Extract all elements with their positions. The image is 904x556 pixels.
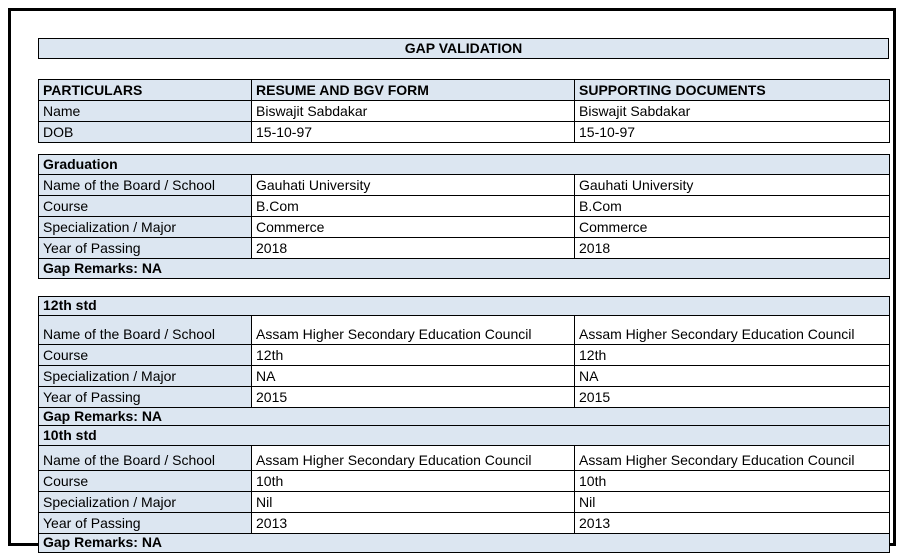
table-row: Name Biswajit Sabdakar Biswajit Sabdakar	[38, 100, 890, 122]
section-table-graduation: Graduation Name of the Board / School Ga…	[38, 154, 890, 279]
resume-value-specialization: NA	[251, 365, 575, 387]
page-border: GAP VALIDATION PARTICULARS RESUME AND BG…	[8, 8, 896, 553]
supporting-value-board: Gauhati University	[574, 174, 890, 196]
title-bar: GAP VALIDATION	[38, 38, 889, 59]
row-label-specialization: Specialization / Major	[38, 365, 252, 387]
section-table-12th-std: 12th std Name of the Board / School Assa…	[37, 296, 891, 427]
table-row: Year of Passing 2018 2018	[38, 237, 890, 259]
table-header-row: PARTICULARS RESUME AND BGV FORM SUPPORTI…	[38, 79, 890, 101]
resume-value-course: 10th	[251, 470, 575, 492]
table-row: Year of Passing 2015 2015	[38, 386, 891, 408]
supporting-value-course: 10th	[573, 470, 891, 492]
gap-remarks: Gap Remarks: NA	[37, 533, 891, 553]
gap-remarks-row: Gap Remarks: NA	[37, 533, 891, 553]
table-row: Specialization / Major Nil Nil	[38, 491, 891, 513]
row-label-board: Name of the Board / School	[38, 315, 252, 345]
row-label-specialization: Specialization / Major	[38, 491, 252, 513]
table-row: Course 12th 12th	[38, 344, 891, 366]
row-label-course: Course	[38, 470, 252, 492]
supporting-value-name: Biswajit Sabdakar	[574, 100, 890, 122]
row-label-board: Name of the Board / School	[38, 445, 252, 471]
supporting-value-specialization: Commerce	[574, 216, 890, 238]
table-row: Course B.Com B.Com	[38, 195, 890, 217]
resume-value-board: Gauhati University	[251, 174, 575, 196]
page-title: GAP VALIDATION	[404, 40, 523, 56]
table-row: DOB 15-10-97 15-10-97	[38, 121, 890, 143]
row-label-course: Course	[38, 344, 252, 366]
supporting-value-course: B.Com	[574, 195, 890, 217]
resume-value-specialization: Nil	[251, 491, 575, 513]
table-row: Year of Passing 2013 2013	[38, 512, 891, 534]
summary-table: PARTICULARS RESUME AND BGV FORM SUPPORTI…	[38, 79, 890, 143]
resume-value-course: 12th	[251, 344, 575, 366]
resume-value-year: 2015	[251, 386, 575, 408]
table-row: Name of the Board / School Assam Higher …	[38, 445, 891, 471]
row-label-year: Year of Passing	[38, 386, 252, 408]
supporting-value-specialization: Nil	[573, 491, 891, 513]
row-label-specialization: Specialization / Major	[38, 216, 252, 238]
resume-value-course: B.Com	[251, 195, 575, 217]
table-row: Specialization / Major NA NA	[38, 365, 891, 387]
table-row: Specialization / Major Commerce Commerce	[38, 216, 890, 238]
supporting-value-course: 12th	[573, 344, 891, 366]
resume-value-year: 2018	[251, 237, 575, 259]
row-label-year: Year of Passing	[38, 237, 252, 259]
section-header-row: Graduation	[38, 154, 890, 175]
table-row: Name of the Board / School Gauhati Unive…	[38, 174, 890, 196]
column-header-resume: RESUME AND BGV FORM	[251, 79, 575, 101]
supporting-value-year: 2015	[573, 386, 891, 408]
section-header-row: 10th std	[37, 425, 891, 446]
resume-value-name: Biswajit Sabdakar	[251, 100, 575, 122]
supporting-value-dob: 15-10-97	[574, 121, 890, 143]
resume-value-year: 2013	[251, 512, 575, 534]
gap-remarks: Gap Remarks: NA	[37, 407, 891, 427]
resume-value-board: Assam Higher Secondary Education Council	[251, 445, 575, 471]
row-label-board: Name of the Board / School	[38, 174, 252, 196]
gap-remarks-row: Gap Remarks: NA	[37, 407, 891, 427]
table-row: Course 10th 10th	[38, 470, 891, 492]
resume-value-specialization: Commerce	[251, 216, 575, 238]
section-title: Graduation	[38, 154, 890, 175]
supporting-value-specialization: NA	[573, 365, 891, 387]
row-label-year: Year of Passing	[38, 512, 252, 534]
gap-remarks-row: Gap Remarks: NA	[38, 258, 890, 279]
row-label-course: Course	[38, 195, 252, 217]
row-label-name: Name	[38, 100, 252, 122]
gap-remarks: Gap Remarks: NA	[38, 258, 890, 279]
supporting-value-year: 2013	[573, 512, 891, 534]
section-title: 10th std	[37, 425, 891, 446]
row-label-dob: DOB	[38, 121, 252, 143]
supporting-value-year: 2018	[574, 237, 890, 259]
supporting-value-board: Assam Higher Secondary Education Council	[573, 315, 891, 345]
resume-value-dob: 15-10-97	[251, 121, 575, 143]
column-header-supporting: SUPPORTING DOCUMENTS	[574, 79, 890, 101]
section-table-10th-std: 10th std Name of the Board / School Assa…	[37, 425, 891, 553]
table-row: Name of the Board / School Assam Higher …	[38, 315, 891, 345]
supporting-value-board: Assam Higher Secondary Education Council	[573, 445, 891, 471]
resume-value-board: Assam Higher Secondary Education Council	[251, 315, 575, 345]
section-header-row: 12th std	[37, 296, 891, 316]
column-header-particulars: PARTICULARS	[38, 79, 252, 101]
section-title: 12th std	[37, 296, 891, 316]
